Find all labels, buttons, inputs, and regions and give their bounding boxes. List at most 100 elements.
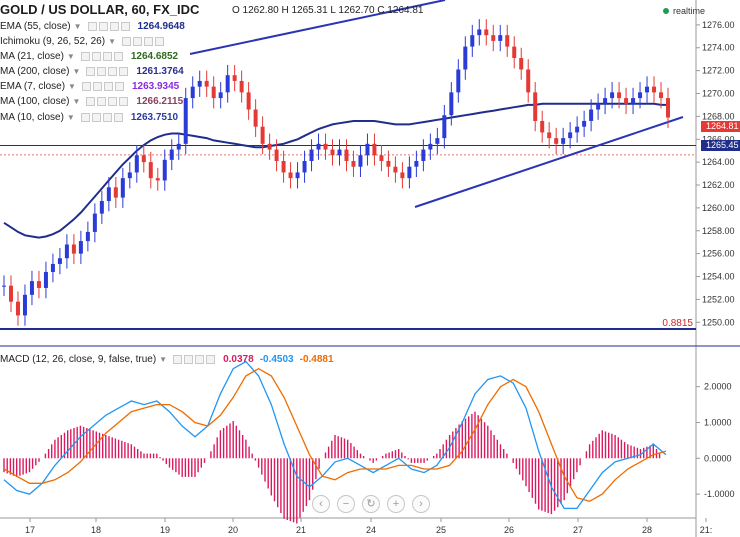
candle-body bbox=[2, 285, 6, 287]
plus-icon[interactable] bbox=[195, 355, 205, 364]
chevron-down-icon[interactable]: ▼ bbox=[73, 22, 82, 31]
candle-body bbox=[15, 301, 20, 316]
gear-icon[interactable] bbox=[91, 52, 101, 61]
eye-icon[interactable] bbox=[81, 82, 91, 91]
close-icon[interactable] bbox=[114, 82, 124, 91]
gear-icon[interactable] bbox=[97, 97, 107, 106]
plus-icon[interactable] bbox=[108, 67, 118, 76]
indicator-name: EMA (55, close) bbox=[0, 21, 71, 32]
price-tick-label: 1276.00 bbox=[702, 20, 735, 30]
candle-body bbox=[393, 166, 398, 173]
close-icon[interactable] bbox=[206, 355, 216, 364]
close-icon[interactable] bbox=[120, 22, 130, 31]
plus-icon[interactable] bbox=[103, 82, 113, 91]
indicator-legend-row[interactable]: EMA (7, close) ▼ 1263.9345 bbox=[0, 80, 179, 93]
close-icon[interactable] bbox=[119, 67, 129, 76]
chevron-down-icon[interactable]: ▼ bbox=[68, 82, 76, 91]
candle-body bbox=[323, 143, 328, 150]
candle-body bbox=[400, 172, 405, 179]
time-tick-label: 21: bbox=[700, 525, 713, 535]
candle-body bbox=[491, 35, 496, 41]
realtime-dot-icon bbox=[663, 8, 669, 14]
ema-55-line bbox=[3, 102, 668, 239]
time-tick-label: 19 bbox=[160, 525, 170, 535]
symbol-label: GOLD / US DOLLAR, 60, FX_IDC bbox=[0, 2, 200, 17]
candle-body bbox=[267, 143, 272, 150]
zoom-out-button[interactable]: − bbox=[337, 495, 355, 513]
candle-body bbox=[106, 187, 111, 202]
gear-icon[interactable] bbox=[92, 82, 102, 91]
time-tick-label: 24 bbox=[366, 525, 376, 535]
eye-icon[interactable] bbox=[86, 97, 96, 106]
indicator-value: 1263.9345 bbox=[131, 81, 180, 92]
candle-body bbox=[281, 160, 286, 173]
support-trend-line bbox=[414, 116, 684, 208]
chevron-down-icon[interactable]: ▼ bbox=[66, 52, 75, 61]
candle-body bbox=[547, 132, 552, 139]
close-icon[interactable] bbox=[113, 52, 123, 61]
candle-body bbox=[197, 80, 202, 87]
symbol-title[interactable]: GOLD / US DOLLAR, 60, FX_IDC bbox=[0, 2, 199, 17]
gear-icon[interactable] bbox=[98, 22, 108, 31]
realtime-status: realtime bbox=[663, 6, 705, 16]
chevron-down-icon[interactable]: ▼ bbox=[66, 113, 75, 122]
chevron-down-icon[interactable]: ▼ bbox=[159, 355, 168, 364]
macd-value: -0.4503 bbox=[259, 354, 294, 365]
candle-body bbox=[134, 155, 139, 173]
price-tick-label: 1272.00 bbox=[702, 66, 735, 76]
time-tick-label: 26 bbox=[504, 525, 514, 535]
candle-body bbox=[498, 35, 503, 41]
candle-body bbox=[484, 29, 489, 36]
indicator-legend-row[interactable]: MA (200, close) ▼ 1261.3764 bbox=[0, 65, 184, 78]
indicator-legend-row[interactable]: MA (10, close) ▼ 1263.7510 bbox=[0, 111, 178, 124]
candle-body bbox=[505, 35, 510, 47]
close-icon[interactable] bbox=[119, 97, 129, 106]
close-icon[interactable] bbox=[113, 113, 123, 122]
eye-icon[interactable] bbox=[121, 37, 131, 46]
candle-body bbox=[22, 294, 27, 316]
realtime-label: realtime bbox=[673, 6, 706, 16]
plus-icon[interactable] bbox=[102, 113, 112, 122]
eye-icon[interactable] bbox=[80, 113, 90, 122]
gear-icon[interactable] bbox=[91, 113, 101, 122]
eye-icon[interactable] bbox=[173, 355, 183, 364]
candle-body bbox=[582, 120, 587, 127]
indicator-legend-row[interactable]: MA (100, close) ▼ 1266.2115 bbox=[0, 95, 183, 108]
plus-icon[interactable] bbox=[102, 52, 112, 61]
chevron-down-icon[interactable]: ▼ bbox=[72, 67, 81, 76]
time-tick-label: 18 bbox=[91, 525, 101, 535]
gear-icon[interactable] bbox=[132, 37, 142, 46]
indicator-legend-row[interactable]: Ichimoku (9, 26, 52, 26) ▼ bbox=[0, 35, 172, 48]
plus-icon[interactable] bbox=[108, 97, 118, 106]
candle-body bbox=[344, 149, 349, 161]
scroll-right-button[interactable]: › bbox=[412, 495, 430, 513]
eye-icon[interactable] bbox=[87, 22, 97, 31]
price-tick-label: 1274.00 bbox=[702, 43, 735, 53]
eye-icon[interactable] bbox=[86, 67, 96, 76]
scroll-left-button[interactable]: ‹ bbox=[312, 495, 330, 513]
zoom-in-button[interactable]: + bbox=[387, 495, 405, 513]
gear-icon[interactable] bbox=[184, 355, 194, 364]
indicator-value: 1261.3764 bbox=[136, 66, 184, 77]
reset-chart-button[interactable]: ↻ bbox=[362, 495, 380, 513]
chevron-down-icon[interactable]: ▼ bbox=[72, 97, 81, 106]
eye-icon[interactable] bbox=[80, 52, 90, 61]
price-tick-label: 1270.00 bbox=[702, 89, 735, 99]
current-price-tag: 1264.81 bbox=[701, 121, 740, 132]
price-tick-label: 1254.00 bbox=[702, 272, 735, 282]
candle-body bbox=[29, 281, 34, 295]
price-tick-label: 1268.00 bbox=[702, 111, 735, 121]
indicator-value: 1264.9648 bbox=[137, 21, 185, 32]
macd-legend[interactable]: MACD (12, 26, close, 9, false, true) ▼ 0… bbox=[0, 353, 334, 366]
candle-body bbox=[239, 80, 244, 93]
gear-icon[interactable] bbox=[97, 67, 107, 76]
indicator-legend-row[interactable]: EMA (55, close) ▼ 1264.9648 bbox=[0, 20, 185, 33]
chevron-down-icon[interactable]: ▼ bbox=[108, 37, 116, 46]
close-icon[interactable] bbox=[154, 37, 164, 46]
plus-icon[interactable] bbox=[143, 37, 153, 46]
candle-body bbox=[253, 109, 258, 127]
plus-icon[interactable] bbox=[109, 22, 119, 31]
candle-body bbox=[603, 98, 608, 104]
indicator-legend-row[interactable]: MA (21, close) ▼ 1264.6852 bbox=[0, 50, 178, 63]
